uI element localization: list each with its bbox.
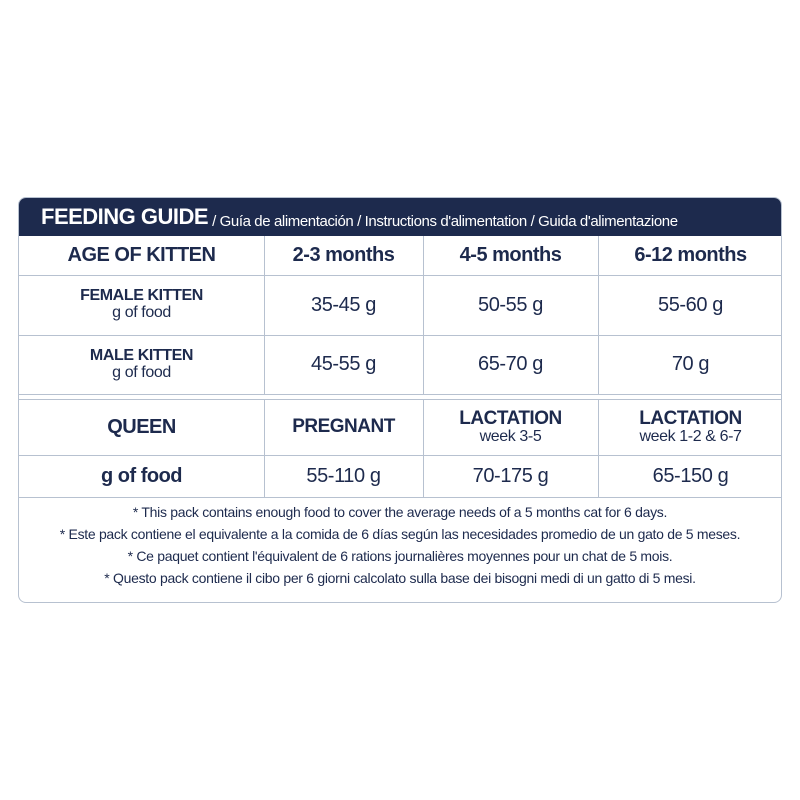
row-line bbox=[19, 394, 781, 395]
value-cell: 55-60 g bbox=[657, 293, 724, 316]
row-label: FEMALE KITTEN g of food bbox=[19, 275, 264, 335]
row-line bbox=[19, 455, 781, 456]
header-title: LACTATION bbox=[459, 407, 562, 429]
header-cell: 2-3 months bbox=[292, 244, 395, 266]
col-line bbox=[598, 399, 599, 497]
col-line bbox=[423, 236, 424, 394]
row-label: g of food bbox=[100, 464, 183, 487]
value-cell: 35-45 g bbox=[310, 293, 377, 316]
value-cell: 65-70 g bbox=[477, 353, 544, 375]
col-line bbox=[598, 236, 599, 394]
row-title: FEMALE KITTEN bbox=[80, 287, 203, 305]
note: * Questo pack contiene il cibo per 6 gio… bbox=[104, 570, 696, 586]
header-cell: PREGNANT bbox=[264, 399, 423, 455]
col-line bbox=[264, 399, 265, 497]
row-title: MALE KITTEN bbox=[89, 346, 194, 364]
value-cell: 55-110 g bbox=[306, 464, 381, 487]
row-line bbox=[19, 275, 781, 276]
row-subtitle: g of food bbox=[112, 363, 171, 381]
header-cell: 4-5 months bbox=[459, 244, 562, 266]
value-cell: 70-175 g bbox=[472, 464, 549, 487]
note: * This pack contains enough food to cove… bbox=[132, 504, 668, 520]
subtitle: / Guía de alimentación / Instructions d'… bbox=[212, 213, 678, 230]
value-cell: 45-55 g bbox=[310, 353, 377, 375]
header-title: LACTATION bbox=[639, 407, 742, 429]
row-label: QUEEN bbox=[107, 415, 176, 438]
note: * Este pack contiene el equivalente a la… bbox=[59, 526, 741, 542]
feeding-guide: FEEDING GUIDE / Guía de alimentación / I… bbox=[18, 197, 782, 603]
header-cell: LACTATION week 3-5 bbox=[423, 399, 598, 455]
title: FEEDING GUIDE bbox=[41, 204, 209, 229]
header-cell: 6-12 months bbox=[634, 244, 747, 266]
value-cell: 70 g bbox=[671, 353, 710, 375]
title-band: FEEDING GUIDE / Guía de alimentación / I… bbox=[19, 198, 781, 236]
header-subtitle: week 3-5 bbox=[479, 427, 542, 445]
row-line bbox=[19, 335, 781, 336]
header-title: PREGNANT bbox=[292, 416, 395, 438]
notes: * This pack contains enough food to cove… bbox=[19, 501, 781, 589]
value-cell: 65-150 g bbox=[652, 464, 729, 487]
col-line bbox=[264, 236, 265, 394]
header-subtitle: week 1-2 & 6-7 bbox=[639, 427, 742, 445]
row-line bbox=[19, 497, 781, 498]
header-cell: AGE OF KITTEN bbox=[67, 244, 216, 266]
value-cell: 50-55 g bbox=[477, 293, 544, 316]
row-label: MALE KITTEN g of food bbox=[19, 335, 264, 394]
col-line bbox=[423, 399, 424, 497]
row-subtitle: g of food bbox=[112, 304, 171, 321]
note: * Ce paquet contient l'équivalent de 6 r… bbox=[127, 548, 673, 564]
row-line bbox=[19, 399, 781, 400]
header-cell: LACTATION week 1-2 & 6-7 bbox=[598, 399, 781, 455]
